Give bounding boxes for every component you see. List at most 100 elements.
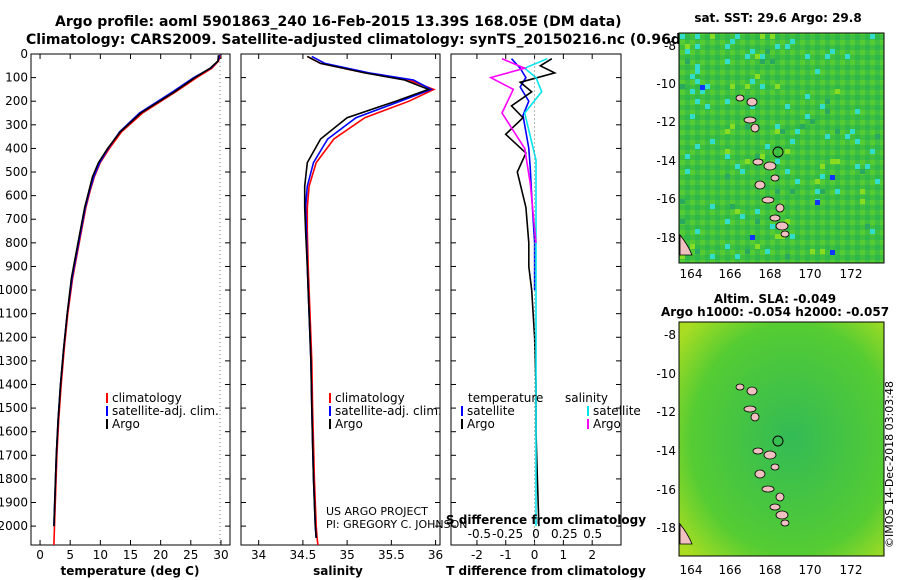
figure-title-line1: Argo profile: aoml 5901863_240 16-Feb-20… — [55, 14, 622, 30]
sst-pixel — [695, 79, 700, 84]
sst-pixel — [765, 144, 770, 149]
sst-pixel — [740, 169, 745, 174]
island-shape — [763, 161, 777, 171]
project-credit-line2: PI: GREGORY C. JOHNSON — [326, 518, 467, 531]
sst-pixel — [685, 49, 690, 54]
sst-pixel — [695, 34, 700, 39]
sst-pixel — [680, 199, 685, 204]
sst-pixel — [680, 84, 685, 89]
sst-pixel — [875, 179, 880, 184]
sst-pixel — [725, 244, 730, 249]
depth-tick-label: 300 — [5, 118, 28, 132]
salinity-panel: 34 34.5 35 35.5 36 — [241, 53, 443, 562]
depth-tick-label: 1900 — [0, 496, 28, 510]
sst-pixel — [755, 154, 760, 159]
island-shape — [769, 214, 781, 222]
temperature-legend: climatology satellite-adj. clim. Argo — [106, 391, 219, 431]
sst-pixel — [785, 219, 790, 224]
argo-float-location-marker — [772, 146, 784, 158]
salinity-legend: climatology satellite-adj. clim. Argo — [329, 391, 442, 431]
island-shape — [775, 510, 789, 520]
sst-pixel — [710, 254, 715, 259]
sst-pixel — [875, 134, 880, 139]
series-line-climatology — [53, 54, 222, 546]
difference-panel-frame — [450, 53, 622, 546]
x-tick-label: 15 — [123, 548, 138, 562]
sst-pixel — [810, 119, 815, 124]
x-tick-label: 10 — [93, 548, 108, 562]
sst-pixel — [800, 124, 805, 129]
sst-pixel — [870, 149, 875, 154]
sst-pixel — [755, 219, 760, 224]
sst-pixel — [705, 84, 710, 89]
series-line-satellite-adj-clim- — [304, 55, 434, 538]
map-x-tick-label: 170 — [799, 267, 822, 281]
salinity-panel-frame — [240, 53, 441, 546]
sst-pixel — [815, 179, 820, 184]
island-shape — [752, 158, 764, 166]
sst-pixel-cold — [750, 235, 755, 240]
sst-pixel — [820, 164, 825, 169]
sst-pixel — [865, 224, 870, 229]
sst-pixel — [725, 44, 730, 49]
x-tick-label: -1 — [500, 548, 512, 562]
sst-pixel — [760, 54, 765, 59]
series-line-satellite — [510, 58, 536, 291]
sst-pixel — [785, 149, 790, 154]
s-diff-tick-label: 0.5 — [583, 527, 602, 541]
sla-map-subtitle: Argo h1000: -0.054 h2000: -0.057 — [661, 305, 889, 319]
sst-pixel — [770, 59, 775, 64]
island-shape — [743, 116, 757, 124]
island-shape — [769, 503, 781, 511]
depth-tick-label: 1400 — [0, 377, 28, 391]
sst-pixel — [700, 89, 705, 94]
map-y-tick-label: -12 — [656, 405, 676, 419]
sst-pixel — [725, 59, 730, 64]
sst-pixel — [790, 39, 795, 44]
sst-pixel — [820, 249, 825, 254]
s-diff-tick-label: -0.5 — [468, 527, 491, 541]
sst-pixel — [760, 34, 765, 39]
map-x-tick-label: 166 — [719, 563, 742, 577]
sst-pixel — [790, 234, 795, 239]
sst-pixel — [730, 204, 735, 209]
island-shape — [754, 469, 766, 479]
island-shape — [752, 447, 764, 455]
depth-tick-label: 0 — [20, 47, 28, 61]
sst-pixel — [835, 159, 840, 164]
sst-pixel-cold — [815, 200, 820, 205]
sst-pixel — [760, 84, 765, 89]
sst-pixel — [725, 174, 730, 179]
sla-map-title: Altim. SLA: -0.049 — [714, 292, 836, 306]
sst-pixel — [870, 229, 875, 234]
map-y-tick-label: -12 — [656, 115, 676, 129]
sst-pixel — [775, 124, 780, 129]
sst-pixel — [695, 44, 700, 49]
map-y-tick-label: -16 — [656, 192, 676, 206]
depth-tick-label: 500 — [5, 165, 28, 179]
island-shape — [750, 412, 760, 422]
sst-pixel — [775, 189, 780, 194]
sst-pixel — [805, 54, 810, 59]
x-tick-label: 34 — [251, 548, 266, 562]
s-diff-tick-label: -0.25 — [492, 527, 523, 541]
sst-pixel — [830, 49, 835, 54]
sst-pixel-cold — [830, 250, 835, 255]
map-tick-labels: 164 166 168 170 172 164 166 168 170 172 -8 -10 -12 -1… — [656, 39, 862, 577]
sst-pixel — [810, 249, 815, 254]
sst-pixel — [745, 249, 750, 254]
sst-pixel — [855, 164, 860, 169]
map-y-tick-label: -10 — [656, 367, 676, 381]
sst-pixel — [685, 59, 690, 64]
sst-pixel — [795, 179, 800, 184]
map-y-tick-label: -14 — [656, 154, 676, 168]
sst-pixel — [820, 174, 825, 179]
x-tick-label: 25 — [183, 548, 198, 562]
temperature-axis-label: temperature (deg C) — [61, 564, 200, 578]
x-tick-label: 34.5 — [290, 548, 317, 562]
legend-label-climatology: climatology — [335, 391, 405, 405]
island-shape — [761, 196, 775, 204]
map-x-tick-label: 172 — [840, 563, 863, 577]
sst-pixel — [755, 209, 760, 214]
x-tick-label: 0 — [36, 548, 44, 562]
